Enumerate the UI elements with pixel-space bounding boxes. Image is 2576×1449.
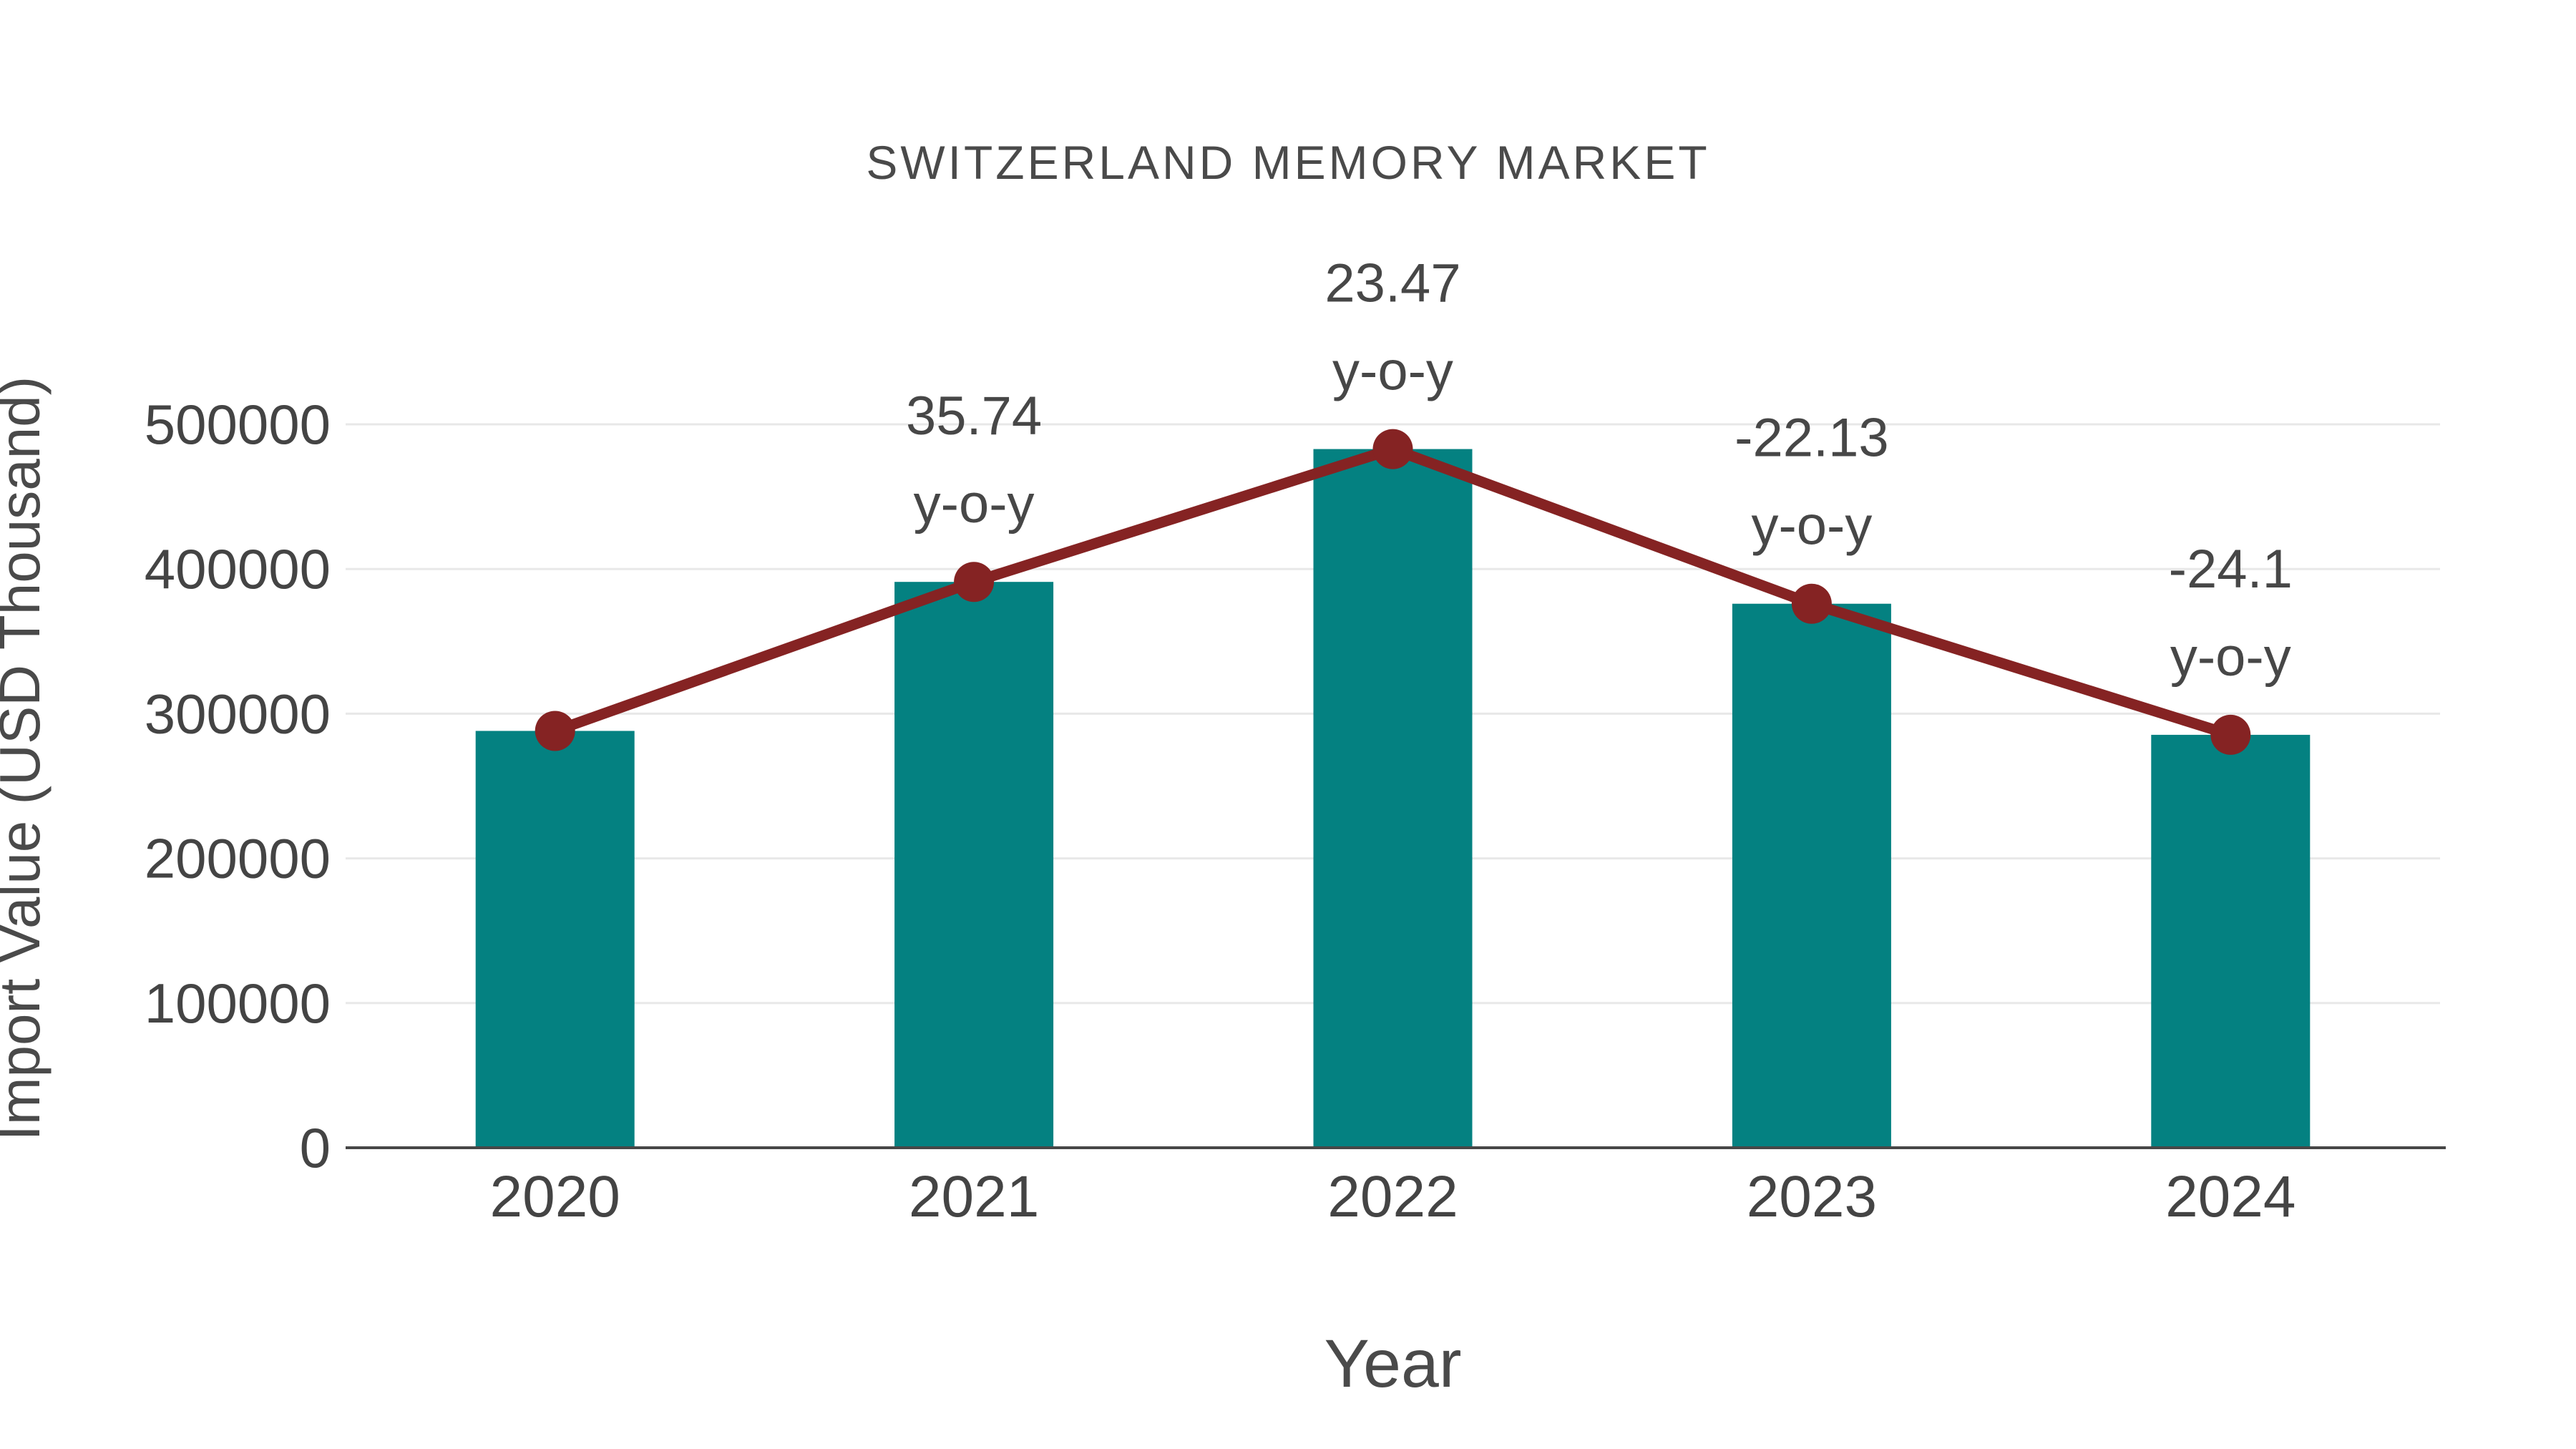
y-tick-label: 400000: [145, 537, 331, 600]
x-tick-label: 2024: [2165, 1164, 2296, 1229]
y-tick-label: 200000: [145, 827, 331, 890]
yoy-suffix-label: y-o-y: [1332, 341, 1453, 402]
x-tick-label: 2023: [1747, 1164, 1877, 1229]
x-tick-label: 2020: [489, 1164, 620, 1229]
bar-2023[interactable]: [1732, 603, 1891, 1148]
y-tick-label: 300000: [145, 682, 331, 745]
yoy-value-label: -24.1: [2169, 539, 2293, 600]
bar-2020[interactable]: [475, 731, 635, 1148]
bar-2021[interactable]: [894, 582, 1054, 1148]
yoy-suffix-label: y-o-y: [1751, 496, 1872, 557]
chart-title: SWITZERLAND MEMORY MARKET: [866, 136, 1709, 189]
y-tick-label: 500000: [145, 393, 331, 456]
trend-marker-2022[interactable]: [1372, 429, 1413, 469]
trend-marker-2024[interactable]: [2210, 714, 2251, 755]
x-axis-title: Year: [1324, 1326, 1462, 1402]
yoy-suffix-label: y-o-y: [914, 474, 1035, 535]
trend-marker-2020[interactable]: [535, 711, 575, 751]
yoy-value-label: 35.74: [906, 386, 1042, 447]
bar-2022[interactable]: [1313, 449, 1473, 1148]
y-tick-label: 100000: [145, 972, 331, 1035]
x-tick-label: 2022: [1327, 1164, 1458, 1229]
trend-marker-2021[interactable]: [954, 562, 995, 602]
x-tick-label: 2021: [909, 1164, 1039, 1229]
yoy-suffix-label: y-o-y: [2170, 627, 2291, 688]
y-axis-title: Import Value (USD Thousand): [0, 376, 52, 1141]
trend-marker-2023[interactable]: [1791, 583, 1832, 624]
yoy-value-label: 23.47: [1324, 253, 1460, 314]
y-tick-label: 0: [300, 1116, 331, 1179]
bar-2024[interactable]: [2151, 734, 2311, 1148]
yoy-value-label: -22.13: [1735, 408, 1889, 469]
